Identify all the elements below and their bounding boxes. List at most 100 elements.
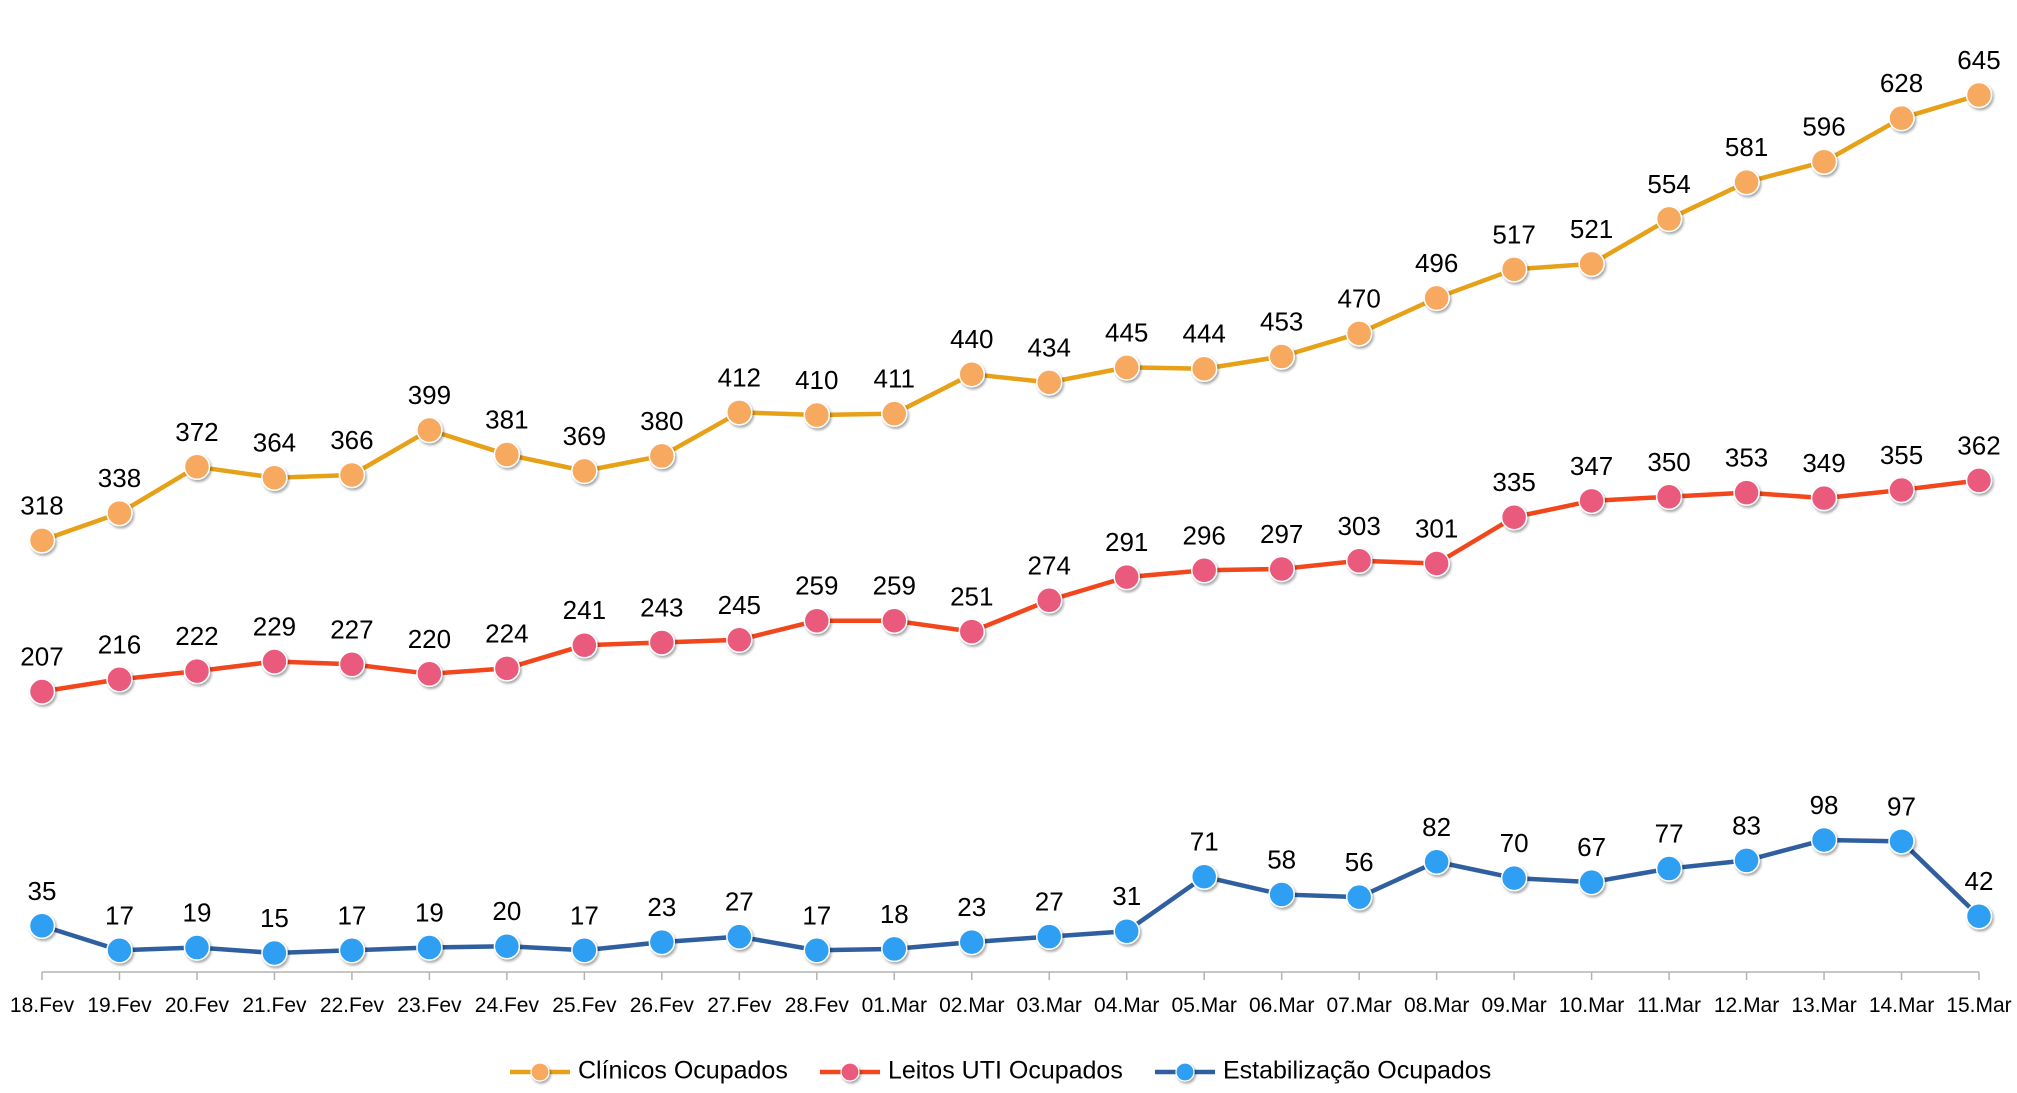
marker (493, 441, 521, 468)
x-tick-label: 18.Fev (10, 994, 75, 1017)
data-label: 353 (1725, 443, 1768, 473)
series-line (41, 837, 1981, 956)
marker (261, 939, 288, 967)
data-label: 444 (1183, 319, 1226, 349)
data-label: 338 (98, 463, 141, 493)
data-label: 350 (1647, 447, 1690, 477)
data-label: 274 (1028, 550, 1071, 580)
marker (1035, 587, 1063, 614)
marker (881, 400, 908, 427)
marker (881, 935, 908, 963)
marker (1655, 205, 1683, 233)
x-tick-label: 05.Mar (1172, 994, 1237, 1017)
marker (571, 457, 598, 485)
marker (881, 607, 908, 634)
marker (1268, 343, 1295, 370)
x-tick-label: 23.Fev (397, 994, 462, 1017)
series-line (41, 92, 1980, 543)
data-label: 366 (330, 425, 373, 455)
data-label: 222 (175, 621, 218, 651)
legend-label: Estabilização Ocupados (1223, 1057, 1491, 1085)
data-label: 581 (1725, 132, 1768, 162)
marker (1113, 354, 1140, 381)
marker (338, 651, 366, 678)
data-label: 411 (874, 364, 915, 394)
marker (958, 360, 986, 388)
marker (1113, 917, 1140, 945)
data-label: 58 (1267, 844, 1296, 874)
data-label: 42 (1965, 866, 1994, 896)
marker (1810, 148, 1838, 175)
data-label: 17 (570, 900, 599, 930)
data-label: 596 (1802, 112, 1845, 142)
legend-marker (840, 1062, 860, 1082)
marker (1423, 284, 1450, 312)
x-tick-label: 20.Fev (165, 994, 230, 1017)
x-tick-label: 19.Fev (87, 994, 152, 1017)
data-label: 517 (1492, 219, 1535, 249)
marker (1578, 487, 1605, 515)
marker (726, 626, 753, 654)
data-label: 71 (1190, 827, 1219, 857)
data-label: 412 (718, 362, 761, 392)
data-label: 35 (28, 876, 57, 906)
x-tick-label: 28.Fev (785, 994, 850, 1017)
data-label: 372 (175, 417, 218, 447)
marker (338, 937, 366, 964)
data-label: 216 (98, 629, 141, 659)
marker (1113, 563, 1140, 591)
marker (1733, 479, 1760, 506)
data-label: 349 (1802, 448, 1845, 478)
x-tick-label: 07.Mar (1326, 994, 1391, 1017)
data-label: 251 (950, 582, 993, 612)
data-label: 15 (260, 903, 289, 933)
marker (1810, 826, 1838, 854)
x-tick-label: 04.Mar (1094, 994, 1159, 1017)
data-label: 18 (880, 899, 909, 929)
marker (261, 648, 288, 675)
data-label: 243 (640, 592, 683, 622)
marker (726, 399, 753, 426)
data-label: 67 (1577, 832, 1606, 862)
data-label: 369 (563, 421, 606, 451)
data-label: 380 (640, 406, 683, 436)
marker (1965, 81, 1993, 109)
marker (1500, 864, 1528, 892)
data-label: 399 (408, 380, 451, 410)
marker (1888, 104, 1915, 132)
data-label: 296 (1183, 520, 1226, 550)
marker (571, 937, 598, 964)
marker (803, 401, 831, 429)
marker (416, 416, 443, 444)
data-label: 245 (718, 590, 761, 620)
marker (571, 631, 598, 659)
data-label: 347 (1570, 451, 1613, 481)
x-tick-label: 14.Mar (1869, 994, 1934, 1017)
marker (648, 629, 676, 656)
legend-label: Clínicos Ocupados (578, 1057, 788, 1085)
series-line (41, 478, 1980, 694)
x-tick-label: 26.Fev (630, 994, 695, 1017)
data-label: 23 (647, 892, 676, 922)
x-tick-label: 12.Mar (1714, 994, 1779, 1017)
data-label: 453 (1260, 306, 1303, 336)
marker (1733, 847, 1760, 874)
marker (1500, 256, 1528, 283)
marker (183, 657, 211, 685)
marker (1190, 557, 1218, 584)
marker (1345, 883, 1373, 911)
data-label: 362 (1957, 430, 2000, 460)
marker (1578, 868, 1605, 896)
data-label: 496 (1415, 248, 1458, 278)
data-label: 410 (795, 365, 838, 395)
data-label: 297 (1260, 519, 1303, 549)
data-label: 381 (485, 405, 528, 435)
data-label: 207 (20, 642, 63, 672)
marker (1810, 484, 1838, 512)
x-tick-label: 24.Fev (475, 994, 540, 1017)
data-label: 23 (957, 892, 986, 922)
marker (648, 928, 676, 956)
data-label: 291 (1105, 527, 1148, 557)
marker (1345, 320, 1373, 347)
marker (1733, 168, 1760, 196)
